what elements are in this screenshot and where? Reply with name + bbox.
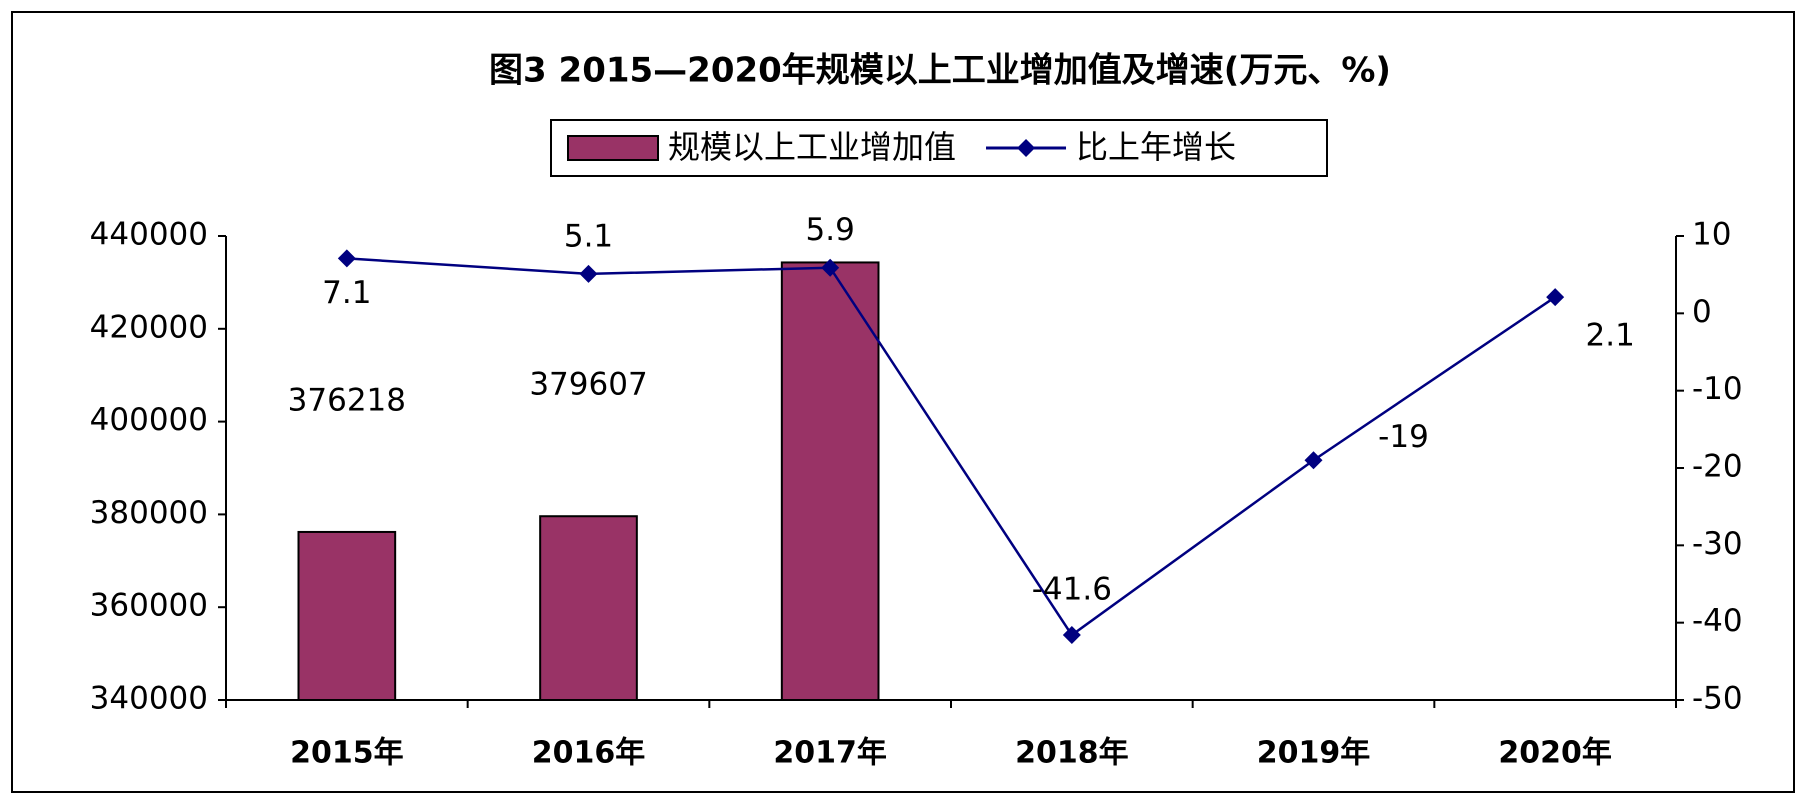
x-tick-label: 2019年 bbox=[1257, 736, 1371, 771]
line-value-label: -41.6 bbox=[1032, 572, 1112, 608]
line-value-label: 5.1 bbox=[564, 218, 613, 254]
line-marker bbox=[1546, 288, 1565, 307]
bar bbox=[297, 530, 397, 701]
y-tick-label: 380000 bbox=[90, 495, 208, 531]
x-tick-label: 2015年 bbox=[290, 736, 404, 771]
y2-tick-label: 0 bbox=[1692, 294, 1712, 330]
line-value-label: -19 bbox=[1378, 419, 1429, 455]
line-marker bbox=[821, 258, 840, 277]
y2-tick-label: -20 bbox=[1692, 449, 1743, 485]
line-value-label: 7.1 bbox=[322, 275, 371, 311]
y-tick-label: 360000 bbox=[90, 588, 208, 624]
line-value-label: 5.9 bbox=[806, 212, 855, 248]
legend-swatch bbox=[567, 135, 659, 161]
chart-title: 图3 2015—2020年规模以上工业增加值及增速(万元、%) bbox=[489, 51, 1391, 91]
y2-tick-label: -40 bbox=[1692, 603, 1743, 639]
line-marker bbox=[1304, 451, 1323, 470]
line-marker bbox=[337, 249, 356, 268]
x-tick-label: 2016年 bbox=[532, 736, 646, 771]
x-tick-label: 2018年 bbox=[1015, 736, 1129, 771]
bar bbox=[780, 261, 880, 701]
line-marker bbox=[1062, 626, 1081, 645]
bar bbox=[539, 515, 638, 701]
x-tick-label: 2020年 bbox=[1498, 736, 1612, 771]
line-value-label: 2.1 bbox=[1586, 318, 1635, 354]
line-series bbox=[346, 257, 1556, 637]
y2-tick-label: -10 bbox=[1692, 371, 1743, 407]
legend-marker bbox=[1017, 139, 1036, 157]
y-tick-label: 440000 bbox=[90, 217, 208, 253]
line-marker bbox=[579, 264, 598, 283]
x-tick-label: 2017年 bbox=[773, 736, 887, 771]
y2-tick-label: 10 bbox=[1692, 217, 1731, 253]
bar-value-label: 379607 bbox=[529, 367, 647, 403]
y-tick-label: 340000 bbox=[90, 681, 208, 717]
y2-tick-label: -50 bbox=[1692, 681, 1743, 717]
y-tick-label: 420000 bbox=[90, 309, 208, 345]
y2-tick-label: -30 bbox=[1692, 526, 1743, 562]
legend-label: 比上年增长 bbox=[1076, 128, 1236, 166]
legend-box bbox=[550, 119, 1328, 177]
y-tick-label: 400000 bbox=[90, 402, 208, 438]
legend-label: 规模以上工业增加值 bbox=[668, 128, 956, 166]
bar-value-label: 376218 bbox=[288, 382, 406, 418]
